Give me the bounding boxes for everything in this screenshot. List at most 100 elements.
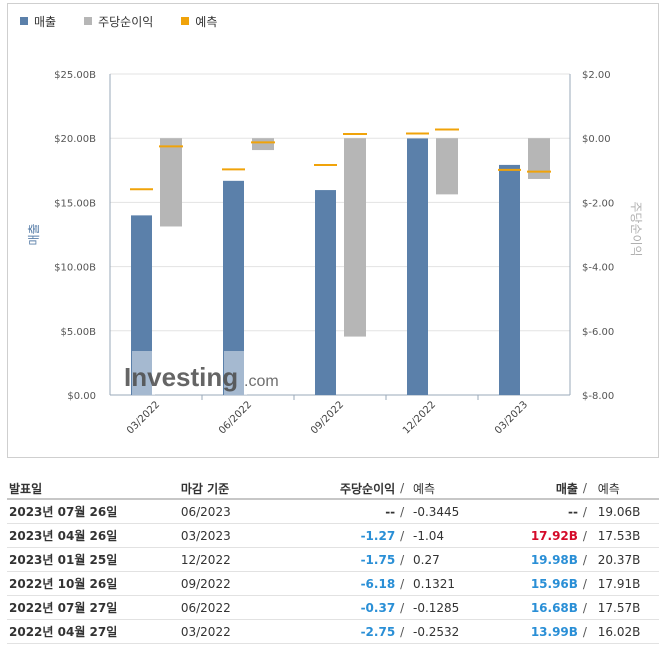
legend-item-forecast[interactable]: 예측 <box>181 13 217 30</box>
eps-bar[interactable] <box>436 138 458 195</box>
left-tick-label: $15.00B <box>54 198 96 209</box>
release-date-cell: 2023년 01월 25일 <box>9 553 118 567</box>
eps-cell: -1.75 <box>360 552 396 567</box>
eps-bar[interactable] <box>160 138 182 227</box>
revenue-bar[interactable] <box>315 190 336 395</box>
slash-divider: / <box>400 624 405 639</box>
right-tick-label: $0.00 <box>582 134 611 145</box>
chart-legend: 매출 주당순이익 예측 <box>20 13 245 29</box>
left-tick-label: $10.00B <box>54 263 96 274</box>
eps-bar[interactable] <box>344 138 366 337</box>
header-date[interactable]: 발표일 <box>9 481 43 496</box>
header-revenue[interactable]: 매출 <box>555 481 578 496</box>
watermark-logo: Investing <box>124 362 238 392</box>
revenue-cell: 13.99B <box>530 624 578 639</box>
eps-cell: -6.18 <box>360 576 396 591</box>
slash-divider: / <box>582 576 587 591</box>
eps-forecast-cell: -0.2532 <box>413 624 460 639</box>
slash-divider: / <box>400 576 405 591</box>
release-date-cell: 2022년 04월 27일 <box>9 625 118 639</box>
watermark-logo-suffix: .com <box>244 373 279 390</box>
header-period[interactable]: 마감 기준 <box>180 481 230 496</box>
x-tick-label: 12/2022 <box>401 399 438 436</box>
period-end-cell: 03/2022 <box>180 624 231 639</box>
slash-divider: / <box>400 528 405 543</box>
x-tick-label: 03/2022 <box>125 399 162 436</box>
eps-cell: -0.37 <box>360 600 396 615</box>
slash-divider: / <box>582 528 587 543</box>
watermark-fade-1 <box>132 351 155 395</box>
legend-label-revenue: 매출 <box>34 14 57 29</box>
eps-forecast-cell: -0.1285 <box>413 600 460 615</box>
release-date-cell: 2022년 10월 26일 <box>9 577 118 591</box>
legend-item-eps[interactable]: 주당순이익 <box>84 13 153 30</box>
revenue-cell: 19.98B <box>530 552 578 567</box>
slash-divider: / <box>582 504 587 519</box>
period-end-cell: 06/2023 <box>180 504 231 519</box>
revenue-bar[interactable] <box>499 164 520 395</box>
slash-divider: / <box>400 600 405 615</box>
eps-forecast-cell: 0.1321 <box>413 576 455 591</box>
eps-cell: -- <box>385 504 396 519</box>
eps-cell: -2.75 <box>360 624 396 639</box>
revenue-bar[interactable] <box>131 215 152 395</box>
eps-forecast-cell: 0.27 <box>413 552 440 567</box>
x-tick-label: 03/2023 <box>493 399 530 436</box>
chart-plot: $0.00 $5.00B $10.00B $15.00B $20.00B $25.00B $… <box>27 70 643 436</box>
legend-swatch-forecast <box>181 17 190 25</box>
table-row: 2023년 04월 26일 03/2023 -1.27 / -1.04 17.92B / 17… <box>7 524 659 548</box>
right-axis-title: 주당순이익 <box>629 201 643 256</box>
eps-forecast-cell: -1.04 <box>413 528 445 543</box>
revenue-forecast-cell: 19.06B <box>597 504 641 519</box>
release-date-cell: 2022년 07월 27일 <box>9 601 118 615</box>
left-tick-label: $0.00 <box>67 391 96 402</box>
header-eps-forecast: 예측 <box>413 481 436 496</box>
table-body: 2023년 07월 26일 06/2023 -- / -0.3445 --/19.06B 2… <box>7 500 659 644</box>
eps-cell: -1.27 <box>360 528 396 543</box>
right-tick-label: $-4.00 <box>582 263 614 274</box>
revenue-forecast-cell: 20.37B <box>597 552 641 567</box>
x-tick-label: 09/2022 <box>309 399 346 436</box>
table-header-row: 발표일 마감 기준 주당순이익 / 예측 매출 / 예측 <box>7 478 659 500</box>
header-slash: / <box>582 481 587 495</box>
legend-swatch-eps <box>84 17 93 25</box>
x-tick-label: 06/2022 <box>217 399 254 436</box>
left-tick-label: $20.00B <box>54 134 96 145</box>
revenue-cell: 17.92B <box>530 528 578 543</box>
header-eps[interactable]: 주당순이익 <box>339 481 396 496</box>
slash-divider: / <box>582 624 587 639</box>
legend-label-forecast: 예측 <box>195 14 218 29</box>
period-end-cell: 09/2022 <box>180 576 231 591</box>
header-slash: / <box>400 481 405 495</box>
left-tick-label: $25.00B <box>54 70 96 81</box>
eps-bar[interactable] <box>528 138 550 179</box>
table-row: 2023년 07월 26일 06/2023 -- / -0.3445 -- / 19.06B <box>7 500 659 524</box>
legend-swatch-revenue <box>20 17 28 25</box>
left-tick-label: $5.00B <box>61 327 97 338</box>
legend-item-revenue[interactable]: 매출 <box>20 13 56 30</box>
table-row: 2022년 10월 26일 09/2022 -6.18 / 0.1321 15.96B / 1… <box>7 572 659 596</box>
right-tick-label: $-2.00 <box>582 198 614 209</box>
slash-divider: / <box>582 552 587 567</box>
header-revenue-forecast: 예측 <box>597 481 620 496</box>
right-tick-label: $2.00 <box>582 70 611 81</box>
table-row: 2022년 07월 27일 06/2022 -0.37 / -0.1285 16.68B /… <box>7 596 659 620</box>
watermark-fade-2 <box>224 351 247 395</box>
slash-divider: / <box>400 552 405 567</box>
eps-forecast-cell: -0.3445 <box>413 504 460 519</box>
earnings-table: 발표일 마감 기준 주당순이익 / 예측 매출 / 예측 2023년 07월 2… <box>7 478 659 644</box>
right-tick-label: $-6.00 <box>582 327 614 338</box>
period-end-cell: 03/2023 <box>180 528 231 543</box>
legend-label-eps: 주당순이익 <box>98 14 154 29</box>
left-axis-title: 매출 <box>27 223 41 245</box>
earnings-chart-panel: 매출 주당순이익 예측 $0.00 $5.00B $10.00B $15.00B $20… <box>7 3 659 458</box>
release-date-cell: 2023년 07월 26일 <box>9 505 118 519</box>
revenue-bar[interactable] <box>223 180 244 395</box>
revenue-cell: 15.96B <box>530 576 578 591</box>
revenue-forecast-cell: 17.57B <box>597 600 641 615</box>
revenue-forecast-cell: 17.91B <box>597 576 641 591</box>
revenue-forecast-cell: 16.02B <box>597 624 641 639</box>
revenue-forecast-cell: 17.53B <box>597 528 641 543</box>
eps-bar[interactable] <box>252 138 274 151</box>
revenue-bar[interactable] <box>407 138 428 396</box>
